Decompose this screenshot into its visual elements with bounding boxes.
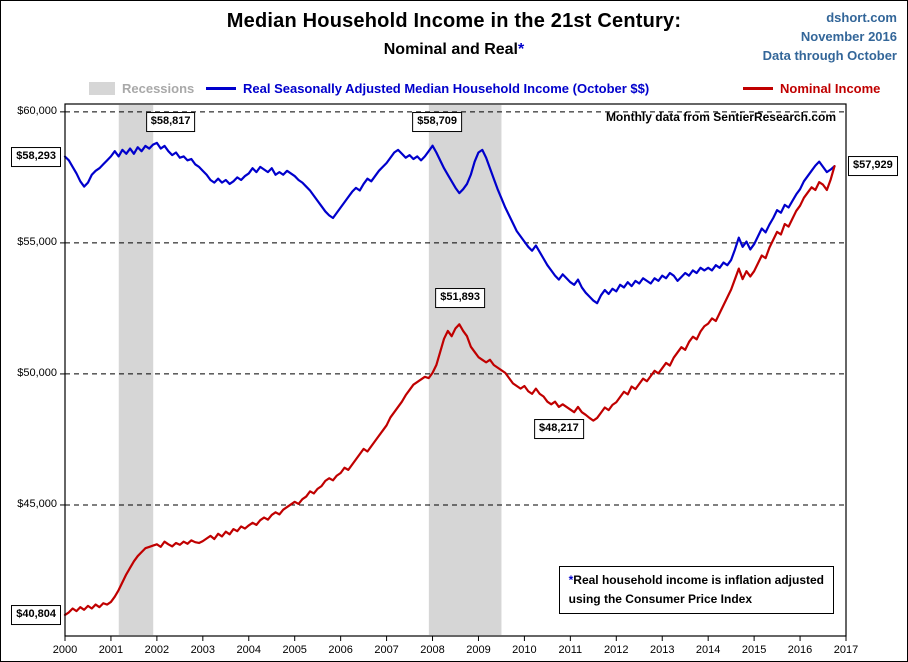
footnote-line1: *Real household income is inflation adju… xyxy=(568,572,824,587)
footnote-asterisk: * xyxy=(568,572,574,587)
x-axis-label: 2005 xyxy=(282,644,307,656)
x-axis-label: 2008 xyxy=(420,644,445,656)
data-callout: $58,709 xyxy=(412,112,462,133)
data-callout: $51,893 xyxy=(435,287,485,308)
data-callout: $58,817 xyxy=(145,112,196,133)
x-axis-label: 2003 xyxy=(190,644,216,656)
source-date: November 2016 xyxy=(800,28,897,44)
chart-subtitle-text: Nominal and Real xyxy=(383,41,518,58)
recession-band xyxy=(428,105,502,635)
legend-recessions-label: Recessions xyxy=(122,81,195,96)
real-line-sample-icon xyxy=(206,87,236,90)
source-block: dshort.com November 2016 Data through Oc… xyxy=(763,9,897,66)
x-axis-label: 2011 xyxy=(558,644,583,656)
x-axis-label: 2013 xyxy=(649,644,675,656)
nominal-income-line xyxy=(63,165,836,617)
x-axis-label: 2014 xyxy=(695,644,721,656)
legend-nominal-income: Nominal Income xyxy=(743,81,880,96)
y-axis-label: $45,000 xyxy=(17,497,57,510)
subtitle-asterisk: * xyxy=(518,41,525,58)
x-axis-label: 2000 xyxy=(52,644,78,656)
x-axis-label: 2017 xyxy=(833,644,859,656)
footnote-box: *Real household income is inflation adju… xyxy=(558,565,834,614)
footnote-line2: using the Consumer Price Index xyxy=(568,591,752,606)
x-axis-label: 2009 xyxy=(466,644,491,656)
real-income-line xyxy=(63,141,836,305)
chart-title: Median Household Income in the 21st Cent… xyxy=(226,10,682,32)
data-callout: $57,929 xyxy=(848,156,898,177)
x-axis-label: 2015 xyxy=(741,644,767,656)
x-axis-label: 2012 xyxy=(604,644,629,656)
data-callout: $48,217 xyxy=(533,418,584,439)
legend-real-label: Real Seasonally Adjusted Median Househol… xyxy=(243,81,650,96)
source-site: dshort.com xyxy=(826,10,897,25)
x-axis-label: 2010 xyxy=(512,644,537,656)
y-axis-label: $60,000 xyxy=(17,104,57,117)
y-axis-label: $50,000 xyxy=(17,366,57,379)
x-axis-label: 2002 xyxy=(144,644,170,656)
data-callout: $58,293 xyxy=(11,146,61,167)
data-source-note: Monthly data from SentierResearch.com xyxy=(605,110,836,124)
x-axis-label: 2006 xyxy=(328,644,353,656)
nominal-line-sample-icon xyxy=(743,87,773,90)
x-axis-label: 2001 xyxy=(98,644,124,656)
recession-swatch-icon xyxy=(89,82,115,95)
plot-border xyxy=(64,103,847,637)
chart-subtitle: Nominal and Real* xyxy=(1,41,907,59)
x-axis-label: 2016 xyxy=(787,644,813,656)
x-axis-label: 2007 xyxy=(374,644,399,656)
legend-real-income: Real Seasonally Adjusted Median Househol… xyxy=(206,81,649,96)
y-axis-label: $55,000 xyxy=(17,235,57,248)
legend-nominal-label: Nominal Income xyxy=(780,81,881,96)
legend-recessions: Recessions xyxy=(89,81,194,96)
x-axis-label: 2004 xyxy=(236,644,261,656)
recession-band xyxy=(118,105,154,635)
data-callout: $40,804 xyxy=(11,604,61,625)
source-through: Data through October xyxy=(762,47,897,63)
